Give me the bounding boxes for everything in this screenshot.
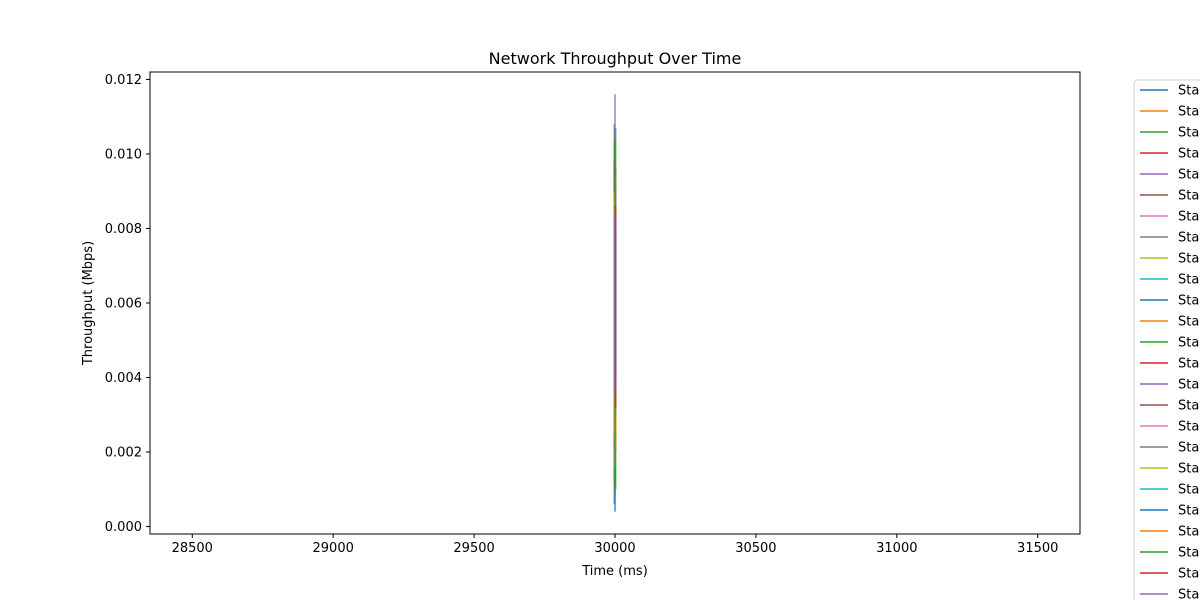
legend-entry: Sta — [1178, 546, 1199, 561]
legend-entry: Sta — [1178, 462, 1199, 477]
legend-entry: Sta — [1178, 525, 1199, 540]
x-tick-label: 29000 — [313, 541, 354, 556]
legend-entry: Sta — [1178, 483, 1199, 498]
x-tick-label: 30000 — [594, 541, 635, 556]
legend-entry: Sta — [1178, 336, 1199, 351]
legend: Sta Sta Sta Sta Sta Sta Sta Sta Sta Sta Sta Sta Sta S… — [1133, 79, 1200, 600]
x-tick-label: 29500 — [453, 541, 494, 556]
series-layer — [613, 94, 617, 512]
y-tick-label: 0.000 — [105, 520, 142, 535]
legend-entry: Sta — [1178, 588, 1199, 600]
legend-entry: Sta — [1178, 84, 1199, 99]
y-tick-label: 0.012 — [105, 73, 142, 88]
x-tick-label: 31500 — [1017, 541, 1058, 556]
y-axis-label: Throughput (Mbps) — [81, 241, 96, 366]
y-tick-label: 0.008 — [105, 222, 142, 237]
y-tick-label: 0.006 — [105, 297, 142, 312]
legend-entry: Sta — [1178, 399, 1199, 414]
legend-entry: Sta — [1178, 504, 1199, 519]
chart-title: Network Throughput Over Time — [489, 49, 742, 68]
legend-entry: Sta — [1178, 273, 1199, 288]
legend-frame — [1133, 79, 1200, 600]
legend-entry: Sta — [1178, 126, 1199, 141]
legend-entry: Sta — [1178, 567, 1199, 582]
legend-entry: Sta — [1178, 252, 1199, 267]
legend-entry: Sta — [1178, 231, 1199, 246]
legend-entry: Sta — [1178, 210, 1199, 225]
legend-entry: Sta — [1178, 357, 1199, 372]
x-tick-label: 28500 — [172, 541, 213, 556]
x-axis-label: Time (ms) — [581, 564, 648, 579]
legend-entry: Sta — [1178, 378, 1199, 393]
legend-entry: Sta — [1178, 420, 1199, 435]
y-tick-label: 0.004 — [105, 371, 142, 386]
y-tick-label: 0.010 — [105, 147, 142, 162]
x-tick-label: 30500 — [735, 541, 776, 556]
legend-entry: Sta — [1178, 294, 1199, 309]
y-axis-ticks: 0.000 0.002 0.004 0.006 0.008 0.010 0.012 — [105, 73, 150, 535]
legend-entry: Sta — [1178, 441, 1199, 456]
legend-entry: Sta — [1178, 189, 1199, 204]
legend-entry: Sta — [1178, 168, 1199, 183]
legend-entry: Sta — [1178, 315, 1199, 330]
x-axis-ticks: 28500 29000 29500 30000 30500 31000 31500 — [172, 534, 1058, 556]
legend-entry: Sta — [1178, 105, 1199, 120]
x-tick-label: 31000 — [876, 541, 917, 556]
y-tick-label: 0.002 — [105, 446, 142, 461]
legend-entry: Sta — [1178, 147, 1199, 162]
